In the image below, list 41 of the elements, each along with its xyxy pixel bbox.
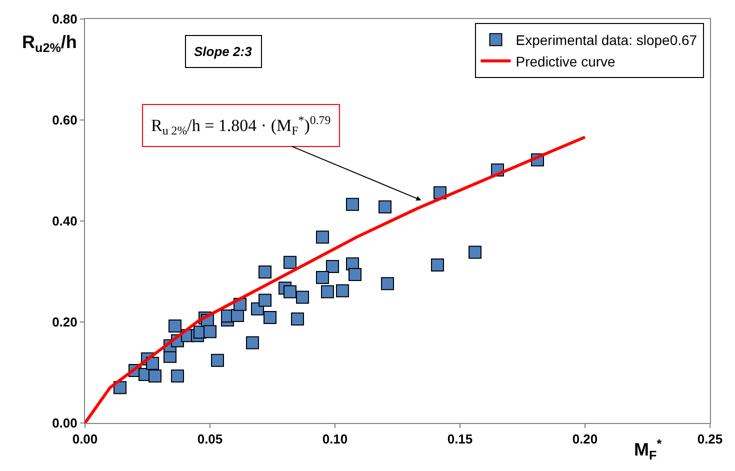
- y-tick-label: 0.60: [52, 112, 78, 128]
- x-tick-label: 0.15: [447, 432, 473, 447]
- point: [284, 285, 296, 298]
- point: [326, 260, 339, 273]
- point: [321, 285, 334, 298]
- annotation: Slope 2:3: [194, 44, 253, 59]
- point: [336, 284, 349, 298]
- y-tick-label: 0.00: [52, 416, 78, 431]
- y-tick-label: 0.20: [52, 314, 78, 330]
- annotation: R$_{u 2%}$/h = 1.804 · (M$_{F}$$^{*}$)$^{0.79}$: [151, 113, 331, 138]
- y-tick-label: 0.40: [52, 214, 78, 229]
- point: [168, 320, 182, 333]
- point: [148, 370, 162, 383]
- point: [381, 277, 394, 290]
- point: [171, 370, 184, 383]
- x-tick-label: 0.00: [72, 432, 98, 447]
- point: [264, 310, 276, 324]
- point: [291, 312, 304, 326]
- point: [296, 290, 309, 304]
- point: [316, 230, 329, 244]
- y-tick-label: 0.80: [52, 12, 78, 27]
- x-tick-label: 0.10: [322, 432, 348, 447]
- point: [284, 256, 296, 269]
- x-tick-label: 0.25: [697, 432, 723, 447]
- y-axis-title: R$_{u2%}$/h: [22, 32, 77, 55]
- legend-label: Experimental data: slope0.67: [516, 32, 698, 48]
- line-series: [85, 136, 586, 423]
- legend-label: Predictive curve: [516, 53, 616, 70]
- point: [246, 336, 259, 350]
- point: [211, 354, 224, 367]
- point: [258, 266, 272, 279]
- x-tick-label: 0.05: [197, 432, 223, 447]
- point: [258, 294, 272, 307]
- point: [204, 325, 216, 338]
- point: [348, 268, 362, 282]
- point: [346, 198, 359, 211]
- point: [431, 258, 444, 272]
- point: [468, 246, 482, 259]
- x-tick-label: 0.20: [572, 432, 598, 447]
- point: [378, 200, 392, 214]
- point: [316, 271, 329, 284]
